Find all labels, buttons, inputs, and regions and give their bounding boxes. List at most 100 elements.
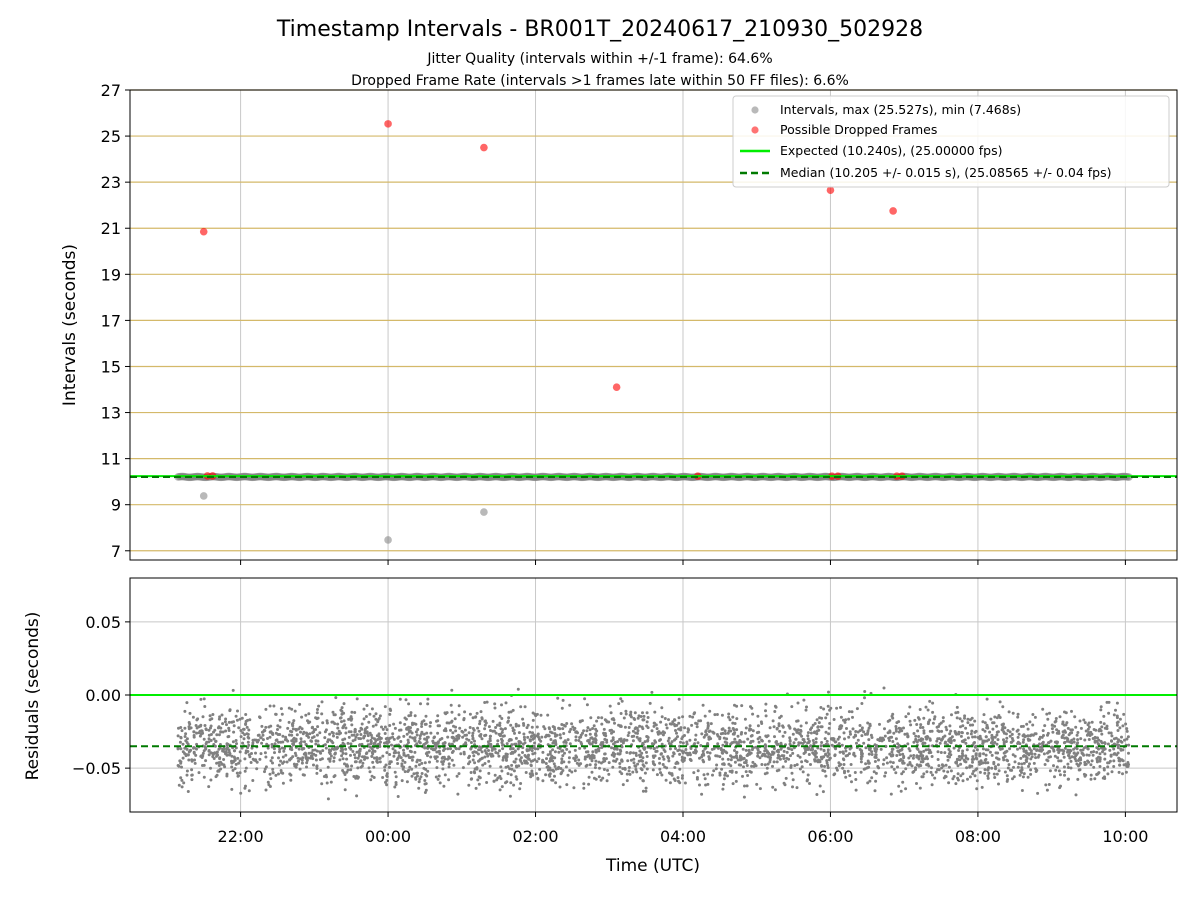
residual-point [243,769,247,773]
residual-point [828,722,832,725]
residual-point [417,786,421,790]
residual-point [305,731,308,735]
residual-point [904,767,908,771]
residual-point [927,751,931,755]
residual-point [292,736,296,740]
residual-point [429,721,432,725]
residual-point [900,772,904,776]
residual-point [801,742,805,745]
residual-point [247,736,251,740]
residual-point [610,731,613,735]
residual-point [1019,756,1023,760]
residual-point [679,740,682,744]
residual-point [826,704,830,708]
residual-point [1028,747,1032,751]
residual-point [418,741,422,745]
residual-point [773,710,777,713]
residual-point [238,750,242,754]
residual-point [1021,724,1025,728]
residual-point [510,767,514,771]
residual-point [300,715,304,719]
residual-point [959,762,963,766]
residual-point [314,753,318,757]
residual-point [557,750,561,754]
residual-point [292,719,296,723]
residual-point [674,747,677,750]
residual-point [997,782,1000,786]
residual-point [230,759,233,763]
residual-point [523,760,527,764]
residual-point [525,726,529,730]
residual-point [418,737,422,740]
residual-point [960,731,964,735]
residual-point [588,742,592,746]
residual-point [403,722,407,726]
residual-point [1094,728,1098,732]
residual-point [817,721,821,725]
residual-point [473,739,476,743]
residual-point [365,704,369,707]
residual-point [724,771,727,775]
residual-point [180,785,184,789]
residual-point [507,716,511,720]
residual-point [264,707,268,711]
residual-point [1074,793,1078,797]
residual-point [821,790,825,794]
residual-point [1055,728,1059,732]
residual-point [316,739,320,743]
residual-point [281,740,285,744]
residual-point [185,769,189,773]
residual-point [827,752,831,756]
residual-point [295,733,299,737]
residual-point [410,758,414,762]
residual-point [279,769,283,772]
residual-point [930,766,933,770]
residual-point [423,761,427,765]
residual-point [496,723,499,727]
residual-point [418,777,422,781]
residual-point [790,748,794,752]
residual-point [1083,746,1086,750]
residual-point [666,755,670,759]
residual-point [397,751,401,755]
residual-point [477,745,481,749]
residual-point [641,711,644,715]
residual-point [278,750,281,754]
residual-point [286,726,290,730]
residual-point [955,716,959,720]
residual-point [663,717,667,720]
top-y-axis-label: Intervals (seconds) [60,244,80,406]
residual-point [1084,762,1088,766]
residual-point [750,764,754,768]
residual-point [820,741,824,744]
residual-point [1061,752,1065,756]
residual-point [534,772,538,776]
residual-point [222,758,226,761]
residual-point [185,773,189,777]
residual-point [263,770,266,774]
residual-point [1042,734,1045,737]
residual-point [693,738,697,742]
residual-point [435,750,439,754]
residual-point [820,725,824,729]
residual-point [485,781,489,784]
residual-point [473,761,477,765]
residual-point [567,760,571,764]
residual-point [355,697,359,701]
residual-point [996,763,1000,767]
residual-point [403,770,407,774]
residual-point [315,711,319,715]
residual-point [659,738,662,742]
residual-point [944,763,948,767]
residual-point [824,730,828,734]
residual-point [782,757,786,760]
residual-point [517,724,521,728]
residual-point [698,756,701,760]
residual-point [218,715,222,719]
residual-point [1114,736,1118,740]
residual-point [965,748,969,752]
residual-point [851,727,855,731]
residual-point [546,733,550,737]
residual-point [733,760,737,764]
residual-point [1076,777,1080,781]
